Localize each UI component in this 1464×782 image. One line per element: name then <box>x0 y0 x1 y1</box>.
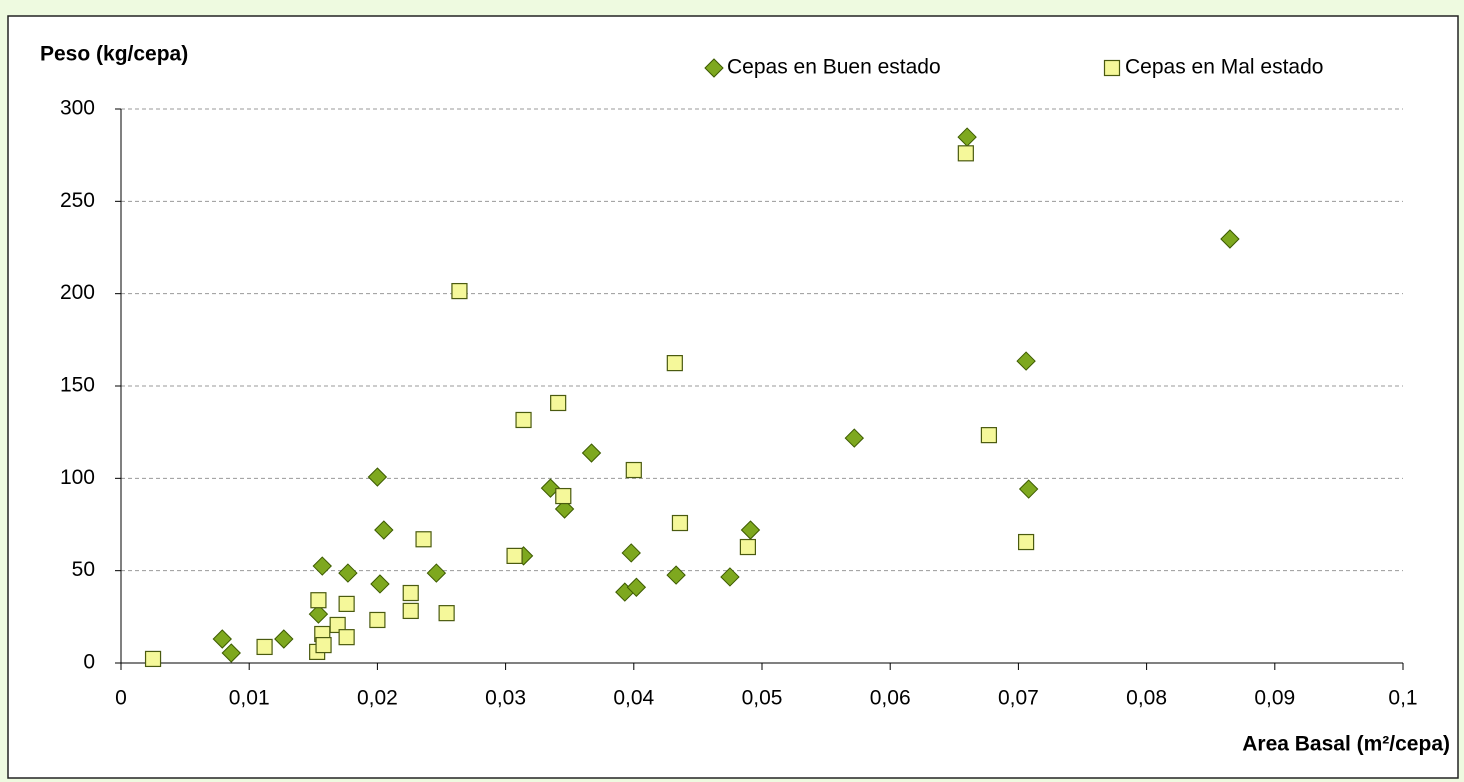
x-tick-label: 0,1 <box>1388 687 1417 710</box>
x-axis-title: Area Basal (m²/cepa) <box>1242 733 1450 756</box>
point <box>274 629 294 649</box>
point <box>625 461 642 479</box>
point <box>554 499 575 519</box>
y-tick-label: 50 <box>72 558 95 581</box>
point <box>438 605 455 622</box>
point <box>315 636 332 654</box>
point <box>581 443 602 463</box>
point <box>666 355 683 372</box>
point <box>338 563 358 583</box>
x-tick-label: 0,05 <box>742 687 783 710</box>
point <box>329 616 346 634</box>
legend-label: Cepas en Buen estado <box>727 56 941 79</box>
point <box>310 592 327 609</box>
point <box>338 595 355 613</box>
point <box>739 538 756 556</box>
point <box>720 567 740 587</box>
point <box>515 411 532 429</box>
point <box>374 520 394 540</box>
y-tick-label: 300 <box>60 97 95 120</box>
point <box>550 394 567 412</box>
point <box>367 467 388 487</box>
x-tick-label: 0,07 <box>998 687 1039 710</box>
point <box>980 427 998 444</box>
point <box>415 531 432 548</box>
point <box>1220 229 1240 249</box>
point <box>369 611 386 629</box>
point <box>957 145 974 162</box>
y-tick-label: 150 <box>60 374 95 397</box>
point <box>540 478 561 498</box>
point <box>402 584 419 602</box>
point <box>555 487 572 505</box>
point <box>221 643 241 663</box>
x-tick-label: 0,06 <box>870 687 911 710</box>
point <box>402 602 419 620</box>
x-tick-label: 0,01 <box>229 687 270 710</box>
point <box>144 650 162 668</box>
legend-marker <box>1103 59 1121 77</box>
point <box>338 629 355 646</box>
point <box>666 565 686 585</box>
x-tick-label: 0,02 <box>357 687 398 710</box>
point <box>626 577 647 597</box>
point <box>1017 533 1035 551</box>
point <box>312 556 332 576</box>
x-tick-label: 0 <box>115 687 127 710</box>
x-tick-label: 0,08 <box>1126 687 1167 710</box>
point <box>370 574 390 594</box>
y-tick-label: 250 <box>60 189 95 212</box>
point <box>212 629 232 649</box>
x-tick-label: 0,04 <box>613 687 654 710</box>
x-tick-label: 0,09 <box>1254 687 1295 710</box>
y-axis-title: Peso (kg/cepa) <box>40 43 188 66</box>
y-tick-label: 100 <box>60 466 95 489</box>
point <box>256 638 273 656</box>
point <box>1018 479 1039 499</box>
point <box>308 604 329 624</box>
y-tick-label: 200 <box>60 281 95 304</box>
legend-marker <box>704 58 724 78</box>
point <box>671 514 689 532</box>
point <box>844 428 865 448</box>
x-tick-label: 0,03 <box>485 687 526 710</box>
point <box>451 282 468 300</box>
legend-label: Cepas en Mal estado <box>1125 56 1323 79</box>
point <box>1016 351 1036 371</box>
point <box>506 547 523 564</box>
point <box>426 563 447 583</box>
y-tick-label: 0 <box>83 651 95 674</box>
point <box>621 543 641 563</box>
chart-frame <box>7 15 1459 779</box>
